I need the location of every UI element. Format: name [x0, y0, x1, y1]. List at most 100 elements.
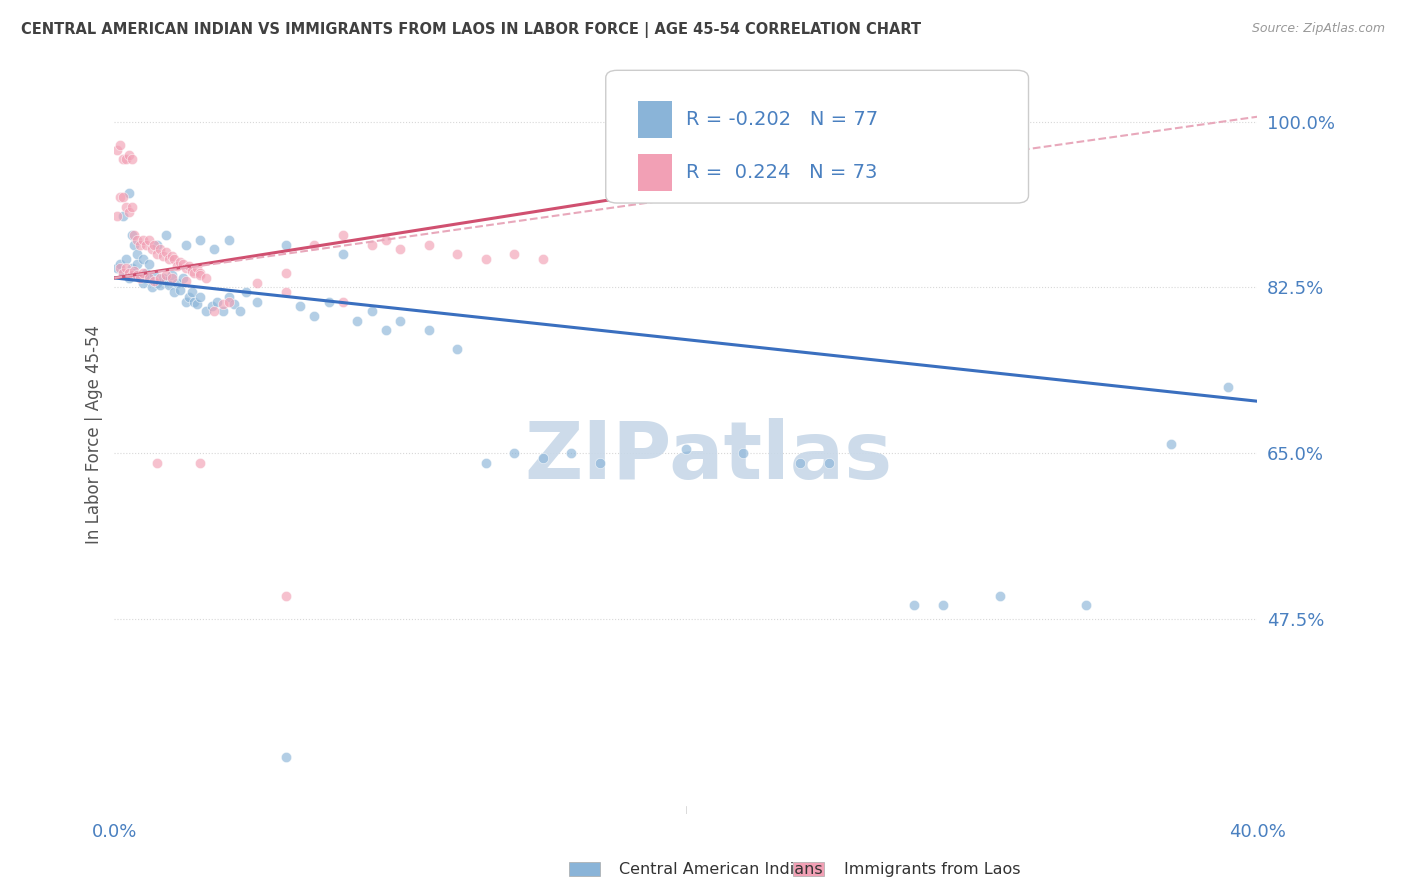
- Point: [183, 294, 205, 309]
- Point: [560, 446, 582, 460]
- Point: [932, 598, 955, 612]
- Point: [127, 233, 149, 247]
- Point: [200, 299, 222, 313]
- Point: [157, 277, 180, 292]
- Point: [169, 283, 191, 297]
- Point: [157, 252, 180, 266]
- Point: [163, 252, 186, 266]
- Point: [174, 237, 197, 252]
- Point: [111, 266, 134, 280]
- Point: [180, 264, 202, 278]
- Point: [127, 257, 149, 271]
- Point: [186, 296, 208, 310]
- Point: [332, 228, 354, 243]
- Point: [988, 589, 1011, 603]
- Point: [172, 257, 194, 271]
- Point: [274, 589, 297, 603]
- Point: [132, 252, 155, 266]
- Point: [503, 247, 526, 261]
- Bar: [569, 862, 600, 876]
- Point: [731, 446, 754, 460]
- Point: [446, 342, 468, 356]
- Point: [146, 237, 169, 252]
- Point: [155, 274, 177, 288]
- Point: [194, 271, 217, 285]
- Point: [531, 252, 554, 266]
- Point: [374, 323, 396, 337]
- Point: [138, 257, 160, 271]
- Point: [127, 247, 149, 261]
- Point: [224, 296, 246, 310]
- Point: [129, 271, 152, 285]
- Point: [111, 210, 134, 224]
- Point: [789, 456, 811, 470]
- Point: [212, 304, 235, 318]
- Point: [274, 285, 297, 300]
- Point: [118, 271, 141, 285]
- Point: [166, 276, 188, 290]
- Point: [121, 228, 143, 243]
- Y-axis label: In Labor Force | Age 45-54: In Labor Force | Age 45-54: [86, 325, 103, 544]
- Point: [155, 228, 177, 243]
- Point: [318, 294, 340, 309]
- Point: [105, 143, 128, 157]
- Point: [118, 147, 141, 161]
- Point: [121, 268, 143, 282]
- Point: [174, 274, 197, 288]
- Point: [1160, 437, 1182, 451]
- Point: [152, 249, 174, 263]
- Point: [817, 456, 839, 470]
- Point: [360, 237, 382, 252]
- Point: [124, 264, 146, 278]
- Point: [121, 200, 143, 214]
- Point: [108, 190, 131, 204]
- Text: Central American Indians: Central American Indians: [619, 863, 823, 877]
- Point: [304, 309, 326, 323]
- Point: [446, 247, 468, 261]
- Point: [177, 259, 200, 273]
- Point: [246, 294, 269, 309]
- Point: [149, 277, 172, 292]
- Point: [503, 446, 526, 460]
- Point: [531, 451, 554, 466]
- Point: [332, 294, 354, 309]
- Point: [129, 271, 152, 285]
- Point: [138, 271, 160, 285]
- Point: [141, 243, 163, 257]
- Point: [474, 252, 496, 266]
- Point: [207, 294, 229, 309]
- Point: [143, 268, 166, 282]
- Point: [188, 266, 211, 280]
- Point: [121, 261, 143, 276]
- Point: [160, 268, 183, 282]
- Point: [108, 261, 131, 276]
- Text: ZIPatlas: ZIPatlas: [524, 418, 893, 496]
- Point: [218, 290, 240, 304]
- Point: [152, 271, 174, 285]
- Point: [389, 243, 412, 257]
- Point: [332, 247, 354, 261]
- Point: [229, 304, 252, 318]
- Point: [389, 313, 412, 327]
- Point: [124, 266, 146, 280]
- Point: [155, 245, 177, 260]
- Point: [138, 271, 160, 285]
- Point: [135, 266, 157, 280]
- Point: [274, 237, 297, 252]
- Point: [202, 243, 225, 257]
- Point: [115, 153, 138, 167]
- Point: [218, 233, 240, 247]
- Point: [169, 255, 191, 269]
- Point: [418, 237, 440, 252]
- Point: [188, 456, 211, 470]
- Point: [105, 210, 128, 224]
- Point: [346, 313, 368, 327]
- Point: [111, 266, 134, 280]
- Point: [111, 190, 134, 204]
- Point: [115, 200, 138, 214]
- Point: [1218, 380, 1240, 394]
- Point: [135, 237, 157, 252]
- Point: [138, 233, 160, 247]
- Point: [418, 323, 440, 337]
- Point: [127, 268, 149, 282]
